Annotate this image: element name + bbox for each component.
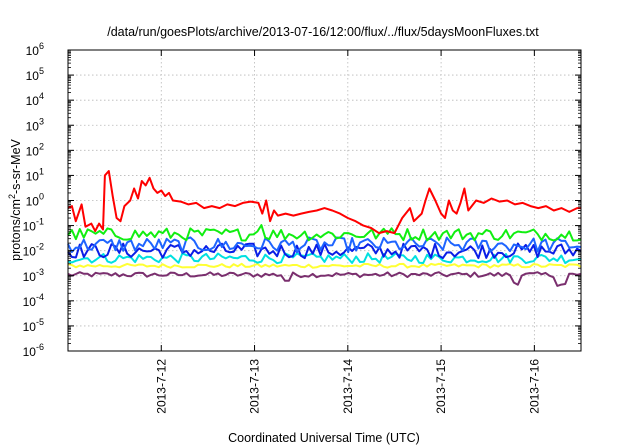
y-tick-label: 10-6 (23, 342, 44, 359)
y-tick-base: 10 (26, 144, 40, 158)
y-tick-exp: -4 (36, 292, 44, 302)
y-tick-base: 10 (23, 245, 37, 259)
series-group (67, 170, 582, 287)
y-tick-exp: 0 (39, 192, 44, 202)
y-tick-label: 10-2 (23, 242, 44, 259)
y-axis-label-sup: 2 (7, 194, 17, 199)
x-axis-label: Coordinated Universal Time (UTC) (228, 431, 420, 445)
y-tick-base: 10 (26, 44, 40, 58)
y-tick-label: 10-1 (23, 217, 44, 234)
grid (68, 50, 581, 351)
series-line-6 (67, 170, 581, 235)
y-tick-exp: 4 (39, 91, 44, 101)
y-tick-base: 10 (26, 195, 40, 209)
y-tick-exp: 6 (39, 41, 44, 51)
chart-title: /data/run/goesPlots/archive/2013-07-16/1… (107, 25, 539, 39)
y-tick-exp: 2 (39, 141, 44, 151)
y-axis-label-prefix: protons/cm (9, 199, 23, 261)
x-axis: 2013-7-12 2013-7-13 2013-7-14 2013-7-15 2013… (154, 50, 541, 414)
y-tick-base: 10 (26, 94, 40, 108)
y-tick-exp: -3 (36, 267, 44, 277)
y-tick-exp: 3 (39, 116, 44, 126)
y-axis-label-suffix: -s-sr-MeV (9, 138, 23, 194)
y-tick-label: 101 (26, 166, 44, 183)
y-tick-label: 100 (26, 192, 44, 209)
y-tick-exp: -2 (36, 242, 44, 252)
y-tick-label: 103 (26, 116, 44, 133)
x-tick-label: 2013-7-14 (341, 359, 355, 414)
y-tick-base: 10 (23, 270, 37, 284)
y-tick-exp: -1 (36, 217, 44, 227)
y-tick-label: 10-4 (23, 292, 44, 309)
series-line-5 (67, 224, 582, 242)
series-line-0 (67, 271, 582, 287)
y-tick-exp: 1 (39, 166, 44, 176)
y-axis-label: protons/cm2-s-sr-MeV (7, 138, 23, 260)
y-tick-base: 10 (23, 220, 37, 234)
y-tick-label: 10-3 (23, 267, 44, 284)
x-tick-label: 2013-7-13 (248, 359, 262, 414)
series-line-4 (67, 236, 582, 254)
y-tick-base: 10 (23, 345, 37, 359)
y-axis: 10-610-510-410-310-210-11001011021031041… (23, 41, 581, 359)
y-tick-base: 10 (23, 295, 37, 309)
y-tick-base: 10 (23, 320, 37, 334)
y-tick-base: 10 (26, 169, 40, 183)
y-tick-base: 10 (26, 69, 40, 83)
y-tick-label: 10-5 (23, 317, 44, 334)
y-tick-label: 105 (26, 66, 44, 83)
x-tick-label: 2013-7-12 (154, 359, 168, 414)
y-tick-exp: -6 (36, 342, 44, 352)
y-tick-label: 104 (26, 91, 44, 108)
series-line-1 (67, 262, 582, 269)
x-tick-label: 2013-7-15 (434, 359, 448, 414)
y-tick-exp: 5 (39, 66, 44, 76)
y-tick-exp: -5 (36, 317, 44, 327)
x-tick-label: 2013-7-16 (527, 359, 541, 414)
y-tick-label: 106 (26, 41, 44, 58)
y-tick-base: 10 (26, 119, 40, 133)
y-tick-label: 102 (26, 141, 44, 158)
